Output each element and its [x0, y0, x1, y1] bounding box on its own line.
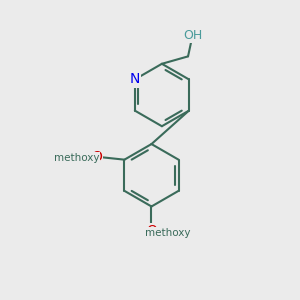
Text: OH: OH — [183, 29, 202, 42]
Text: N: N — [130, 72, 140, 86]
Text: O: O — [91, 150, 102, 164]
Text: methoxy: methoxy — [54, 153, 100, 163]
Text: O: O — [146, 224, 157, 238]
Text: methoxy: methoxy — [145, 228, 190, 238]
